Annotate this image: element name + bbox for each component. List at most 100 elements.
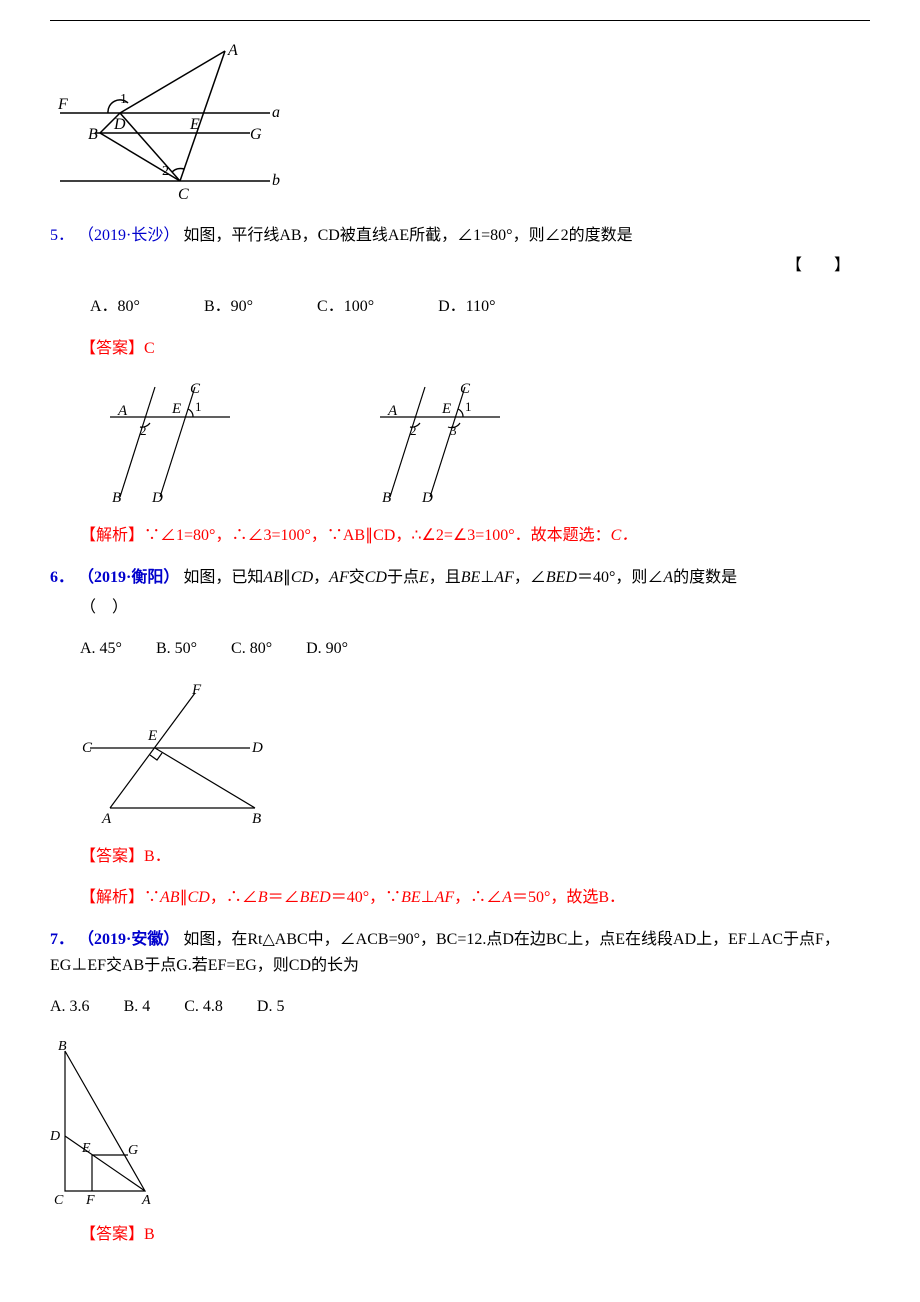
q7-num: 7． bbox=[50, 931, 74, 948]
q6-ex-4: ，∴∠ bbox=[210, 889, 258, 906]
q6-t0: 如图，已知 bbox=[183, 569, 263, 586]
q6-opt-c: C. 80° bbox=[231, 636, 272, 662]
q5r-B: B bbox=[382, 490, 391, 506]
q6-ex-6: ＝∠ bbox=[268, 889, 300, 906]
q6-answer: 【答案】B． bbox=[80, 844, 870, 870]
q5-explain-text: ∵∠1=80°，∴∠3=100°，∵AB∥CD，∴∠2=∠3=100°．故本题选… bbox=[144, 527, 611, 544]
q7f-B: B bbox=[58, 1039, 67, 1054]
q5l-2: 2 bbox=[140, 423, 147, 438]
q5-fig-left: A B C D E 1 2 bbox=[90, 377, 240, 507]
q5r-C: C bbox=[460, 381, 471, 397]
q6-ex-14: ＝50°，故选B． bbox=[512, 889, 625, 906]
q6-source: （2019·衡阳） bbox=[78, 569, 179, 586]
q6-ex-12: ，∴∠ bbox=[454, 889, 502, 906]
q5-opt-a: A．80° bbox=[90, 294, 140, 320]
q7-opt-b: B. 4 bbox=[124, 994, 151, 1020]
q7-opt-c: C. 4.8 bbox=[184, 994, 223, 1020]
q6-e: E bbox=[419, 569, 429, 586]
q5-answer-val: C bbox=[144, 340, 155, 357]
q6-ex-3: CD bbox=[188, 889, 210, 906]
q6-ex-11: AF bbox=[435, 889, 455, 906]
q6f-F: F bbox=[191, 682, 202, 698]
q6-opt-b: B. 50° bbox=[156, 636, 197, 662]
q7f-D: D bbox=[50, 1129, 60, 1144]
q5-figs: A B C D E 1 2 A B C D E 1 2 bbox=[90, 377, 870, 507]
lbl-ang2: 2 bbox=[162, 164, 169, 179]
q6f-E: E bbox=[147, 728, 157, 744]
q5l-1: 1 bbox=[195, 399, 202, 414]
q7-fig-svg: B D E G C F A bbox=[50, 1036, 160, 1206]
q6-paren: （ ） bbox=[80, 595, 870, 621]
q6-opt-a: A. 45° bbox=[80, 636, 122, 662]
q5l-B: B bbox=[112, 490, 121, 506]
lbl-G: G bbox=[250, 126, 262, 143]
lbl-C: C bbox=[178, 186, 189, 203]
q6-ex-13: A bbox=[502, 889, 512, 906]
q7f-E: E bbox=[81, 1141, 91, 1156]
q5l-C: C bbox=[190, 381, 201, 397]
top-rule bbox=[50, 20, 870, 21]
q6-ex-9: BE bbox=[401, 889, 421, 906]
q6-ex-8: ＝40°，∵ bbox=[331, 889, 401, 906]
q6-eq: ＝40°，则∠ bbox=[577, 569, 663, 586]
q7-answer: 【答案】B bbox=[80, 1222, 870, 1248]
q5-explain-ans: C． bbox=[611, 527, 638, 544]
q6-ex-5: B bbox=[258, 889, 268, 906]
q5-text: 如图，平行线AB，CD被直线AE所截，∠1=80°，则∠2的度数是 bbox=[183, 227, 632, 244]
q6-bed: BED bbox=[546, 569, 577, 586]
q5l-E: E bbox=[171, 401, 181, 417]
lbl-D: D bbox=[113, 116, 126, 133]
q5-source: （2019·长沙） bbox=[78, 227, 179, 244]
q7-answer-label: 【答案】 bbox=[80, 1226, 144, 1243]
q6-af: AF bbox=[329, 569, 349, 586]
q7-fig: B D E G C F A bbox=[50, 1036, 870, 1206]
q5-answer-label: 【答案】 bbox=[80, 340, 144, 357]
q5-stem: 5． （2019·长沙） 如图，平行线AB，CD被直线AE所截，∠1=80°，则… bbox=[50, 223, 870, 249]
q6f-A: A bbox=[101, 811, 112, 827]
q6f-D: D bbox=[251, 740, 263, 756]
q6f-C: C bbox=[82, 740, 93, 756]
q5-options: A．80° B．90° C．100° D．110° bbox=[90, 294, 870, 320]
q5r-3: 3 bbox=[450, 423, 457, 438]
q6-stem: 6． （2019·衡阳） 如图，已知AB∥CD，AF交CD于点E，且BE⊥AF，… bbox=[50, 565, 870, 591]
q5l-A: A bbox=[117, 403, 128, 419]
fig-q4-svg: F D E A B G C a b 1 2 bbox=[50, 41, 280, 211]
q5l-D: D bbox=[151, 490, 163, 506]
q7f-G: G bbox=[128, 1143, 138, 1158]
q7-answer-val: B bbox=[144, 1226, 155, 1243]
q7-opt-d: D. 5 bbox=[257, 994, 285, 1020]
lbl-A: A bbox=[227, 42, 238, 59]
q5-explain-label: 【解析】 bbox=[80, 527, 144, 544]
q6-fig: F E C D A B bbox=[80, 678, 870, 828]
q6-answer-label: 【答案】 bbox=[80, 848, 144, 865]
q5-answer: 【答案】C bbox=[80, 336, 870, 362]
q6-be: BE bbox=[461, 569, 481, 586]
q5r-D: D bbox=[421, 490, 433, 506]
q7-stem: 7． （2019·安徽） 如图，在Rt△ABC中，∠ACB=90°，BC=12.… bbox=[50, 927, 870, 978]
q7-source: （2019·安徽） bbox=[78, 931, 179, 948]
q6-par: ∥ bbox=[283, 569, 291, 586]
q7-options: A. 3.6 B. 4 C. 4.8 D. 5 bbox=[50, 994, 870, 1020]
lbl-a: a bbox=[272, 104, 280, 121]
lbl-ang1: 1 bbox=[120, 92, 127, 107]
q5r-2: 2 bbox=[410, 423, 417, 438]
q6-ab: AB bbox=[263, 569, 283, 586]
q5r-E: E bbox=[441, 401, 451, 417]
fig-q4: F D E A B G C a b 1 2 bbox=[50, 41, 870, 211]
q6-answer-val: B． bbox=[144, 848, 171, 865]
q6-c2: ，且 bbox=[429, 569, 461, 586]
q7f-F: F bbox=[85, 1193, 95, 1206]
q6-options: A. 45° B. 50° C. 80° D. 90° bbox=[80, 636, 870, 662]
q6-c3: ，∠ bbox=[514, 569, 546, 586]
q5-bracket: 【 】 bbox=[786, 253, 850, 279]
q6-ex-1: AB bbox=[160, 889, 180, 906]
q7-opt-a: A. 3.6 bbox=[50, 994, 90, 1020]
lbl-B: B bbox=[88, 126, 98, 143]
q6-c1: ， bbox=[313, 569, 329, 586]
q6-ex-0: ∵ bbox=[144, 889, 160, 906]
q6-t2: 于点 bbox=[387, 569, 419, 586]
q6-ex-2: ∥ bbox=[180, 889, 188, 906]
q5r-A: A bbox=[387, 403, 398, 419]
q6-explain: 【解析】∵AB∥CD，∴∠B＝∠BED＝40°，∵BE⊥AF，∴∠A＝50°，故… bbox=[80, 885, 870, 911]
lbl-F: F bbox=[57, 96, 68, 113]
